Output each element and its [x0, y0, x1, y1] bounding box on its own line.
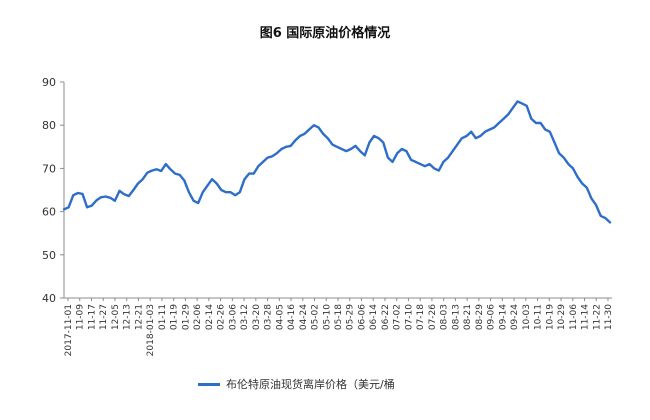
x-tick-label: 12-13: [123, 304, 133, 330]
x-tick-label: 06-14: [369, 304, 379, 330]
legend-line-swatch: [198, 382, 220, 386]
x-tick-label: 03-06: [228, 304, 238, 330]
x-axis: 2017-11-01 11-09 11-17 11-27 12-05 12-13 12-21…: [64, 297, 614, 356]
x-tick-label: 11-17: [87, 304, 97, 330]
x-tick-label: 05-02: [311, 304, 321, 330]
x-tick-label: 09-06: [487, 304, 497, 330]
x-tick-label: 02-26: [217, 304, 227, 330]
series-line-brent: [62, 100, 612, 224]
x-tick-label: 09-14: [498, 304, 508, 330]
x-tick-label: 08-21: [463, 304, 473, 330]
x-tick-label: 04-16: [287, 304, 297, 330]
y-tick-label: 80: [42, 119, 56, 132]
x-tick-label: 11-14: [581, 304, 591, 330]
x-tick-label: 06-22: [381, 304, 391, 330]
x-tick-label: 02-14: [205, 304, 215, 330]
x-tick-label: 05-29: [346, 304, 356, 330]
x-tick-label: 10-29: [557, 304, 567, 330]
x-tick-label: 10-19: [545, 304, 555, 330]
x-tick-label: 10-03: [522, 304, 532, 330]
x-tick-label: 12-05: [111, 304, 121, 330]
x-tick-label: 08-13: [451, 304, 461, 330]
x-tick-label: 07-02: [393, 304, 403, 330]
chart-title: 图6 国际原油价格情况: [259, 26, 391, 41]
x-tick-label: 08-03: [440, 304, 450, 330]
y-tick-label: 50: [42, 249, 56, 262]
y-axis: 40 50 60 70 80 90: [42, 76, 65, 305]
y-tick-label: 90: [42, 76, 56, 89]
legend: 布伦特原油现货离岸价格（美元/桶: [198, 376, 395, 392]
x-tick-label: 01-11: [158, 304, 168, 330]
x-tick-label: 01-29: [181, 304, 191, 330]
x-tick-label: 03-20: [252, 304, 262, 330]
x-tick-label: 09-24: [510, 304, 520, 330]
x-tick-label: 05-18: [334, 304, 344, 330]
x-tick-label: 03-12: [240, 304, 250, 330]
x-tick-label: 11-22: [592, 304, 602, 330]
x-tick-label: 2017-11-01: [64, 304, 74, 356]
legend-label: 布伦特原油现货离岸价格（美元/桶: [226, 378, 395, 391]
x-tick-label: 01-19: [170, 304, 180, 330]
x-tick-label: 11-06: [569, 304, 579, 330]
x-tick-label: 05-10: [322, 304, 332, 330]
y-tick-label: 70: [42, 162, 56, 175]
x-tick-label: 04-24: [299, 304, 309, 330]
x-tick-label: 12-21: [134, 304, 144, 330]
y-tick-label: 40: [42, 292, 56, 305]
x-tick-label: 2018-01-03: [146, 304, 156, 356]
x-tick-label: 07-10: [404, 304, 414, 330]
x-tick-label: 07-26: [428, 304, 438, 330]
x-tick-label: 02-06: [193, 304, 203, 330]
x-tick-label: 11-27: [99, 304, 109, 330]
y-tick-label: 60: [42, 206, 56, 219]
x-tick-label: 03-28: [264, 304, 274, 330]
x-tick-label: 04-05: [275, 304, 285, 330]
x-tick-label: 11-30: [604, 304, 614, 330]
series-layer: [62, 100, 612, 224]
x-tick-label: 07-18: [416, 304, 426, 330]
x-tick-label: 08-29: [475, 304, 485, 330]
x-tick-label: 06-06: [357, 304, 367, 330]
x-tick-label: 11-09: [76, 304, 86, 330]
x-tick-label: 10-11: [534, 304, 544, 330]
